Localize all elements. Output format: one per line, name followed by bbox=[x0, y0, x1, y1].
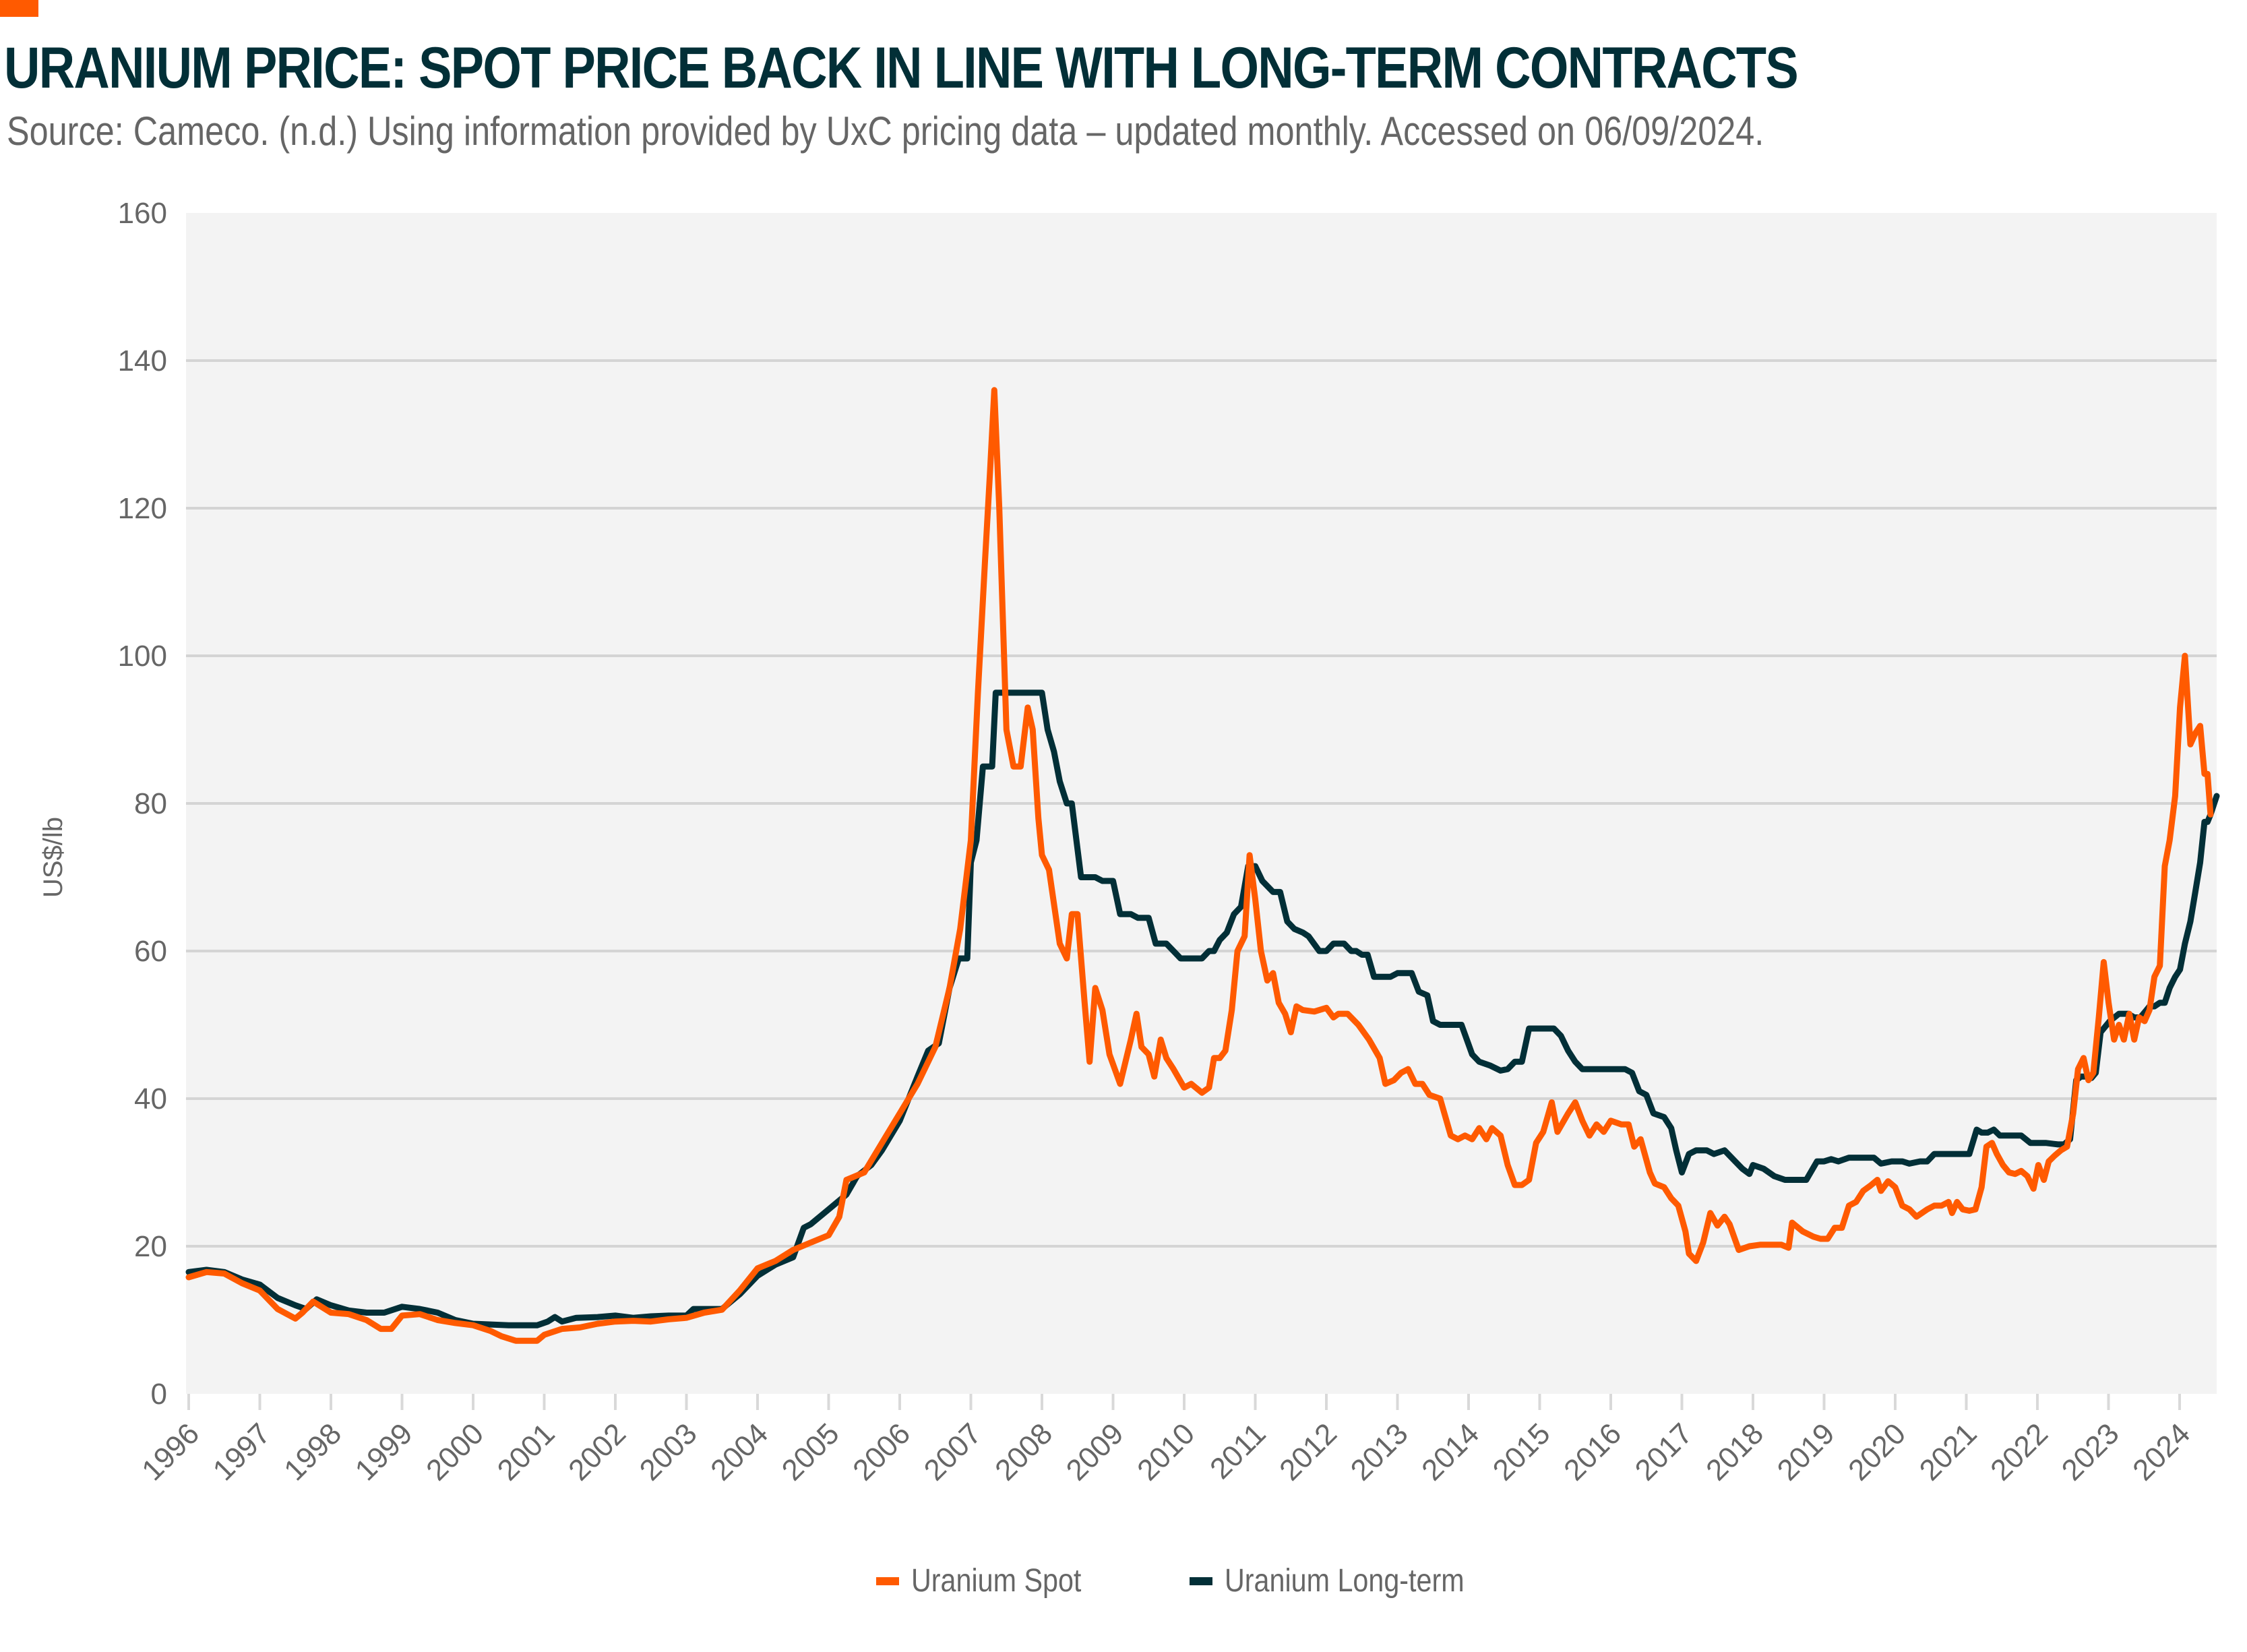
y-tick-label: 0 bbox=[151, 1378, 167, 1411]
x-tick-label: 2015 bbox=[1487, 1417, 1557, 1487]
x-axis-tick-labels: 1996 1997 1998 1999 2000 2001 2002 2003 2004 2005… bbox=[135, 1417, 2196, 1487]
x-tick-label: 2021 bbox=[1913, 1417, 1983, 1487]
y-axis-tick-labels: 0 20 40 60 80 100 120 140 160 bbox=[118, 197, 167, 1411]
x-tick-label: 2006 bbox=[847, 1417, 917, 1487]
legend-swatch-spot bbox=[876, 1577, 899, 1585]
x-tick-label: 2007 bbox=[918, 1417, 988, 1487]
x-tick-label: 2002 bbox=[562, 1417, 632, 1487]
y-tick-label: 120 bbox=[118, 492, 167, 525]
chart-title: URANIUM PRICE: SPOT PRICE BACK IN LINE W… bbox=[4, 36, 1799, 100]
y-tick-label: 60 bbox=[134, 935, 167, 968]
series-lines bbox=[185, 387, 2220, 1344]
x-tick-label: 2019 bbox=[1771, 1417, 1841, 1487]
x-tick-label: 1998 bbox=[278, 1417, 348, 1487]
legend-item-spot: Uranium Spot bbox=[876, 1562, 1109, 1599]
x-tick-label: 2017 bbox=[1629, 1417, 1699, 1487]
chart-subtitle: Source: Cameco. (n.d.) Using information… bbox=[7, 109, 1764, 154]
y-tick-label: 80 bbox=[134, 787, 167, 820]
x-tick-label: 2004 bbox=[704, 1417, 774, 1487]
brand-accent-block bbox=[0, 0, 38, 17]
x-tick-label: 2018 bbox=[1700, 1417, 1770, 1487]
y-tick-label: 20 bbox=[134, 1230, 167, 1263]
x-tick-label: 2009 bbox=[1060, 1417, 1130, 1487]
x-tick-label: 1997 bbox=[207, 1417, 277, 1487]
x-tick-label: 2013 bbox=[1345, 1417, 1415, 1487]
legend-item-long-term: Uranium Long-term bbox=[1190, 1562, 1503, 1599]
x-tick-label: 2023 bbox=[2056, 1417, 2126, 1487]
legend: Uranium Spot Uranium Long-term bbox=[876, 1562, 1584, 1599]
x-tick-label: 2000 bbox=[420, 1417, 490, 1487]
x-tick-label: 2020 bbox=[1842, 1417, 1912, 1487]
legend-label-spot: Uranium Spot bbox=[911, 1563, 1082, 1599]
y-tick-label: 40 bbox=[134, 1082, 167, 1115]
x-axis-ticks bbox=[187, 1394, 2181, 1410]
x-tick-label: 2016 bbox=[1558, 1417, 1628, 1487]
x-tick-label: 2022 bbox=[1984, 1417, 2054, 1487]
y-tick-label: 100 bbox=[118, 640, 167, 673]
x-tick-label: 1999 bbox=[349, 1417, 419, 1487]
legend-swatch-long-term bbox=[1190, 1577, 1213, 1585]
series-line-uranium-spot bbox=[185, 387, 2214, 1344]
x-tick-label: 1996 bbox=[135, 1417, 206, 1487]
x-tick-label: 2010 bbox=[1131, 1417, 1201, 1487]
x-tick-label: 2008 bbox=[989, 1417, 1059, 1487]
x-tick-label: 2005 bbox=[776, 1417, 846, 1487]
y-axis-title: US$/lb bbox=[38, 817, 68, 898]
x-tick-label: 2014 bbox=[1415, 1417, 1485, 1487]
x-tick-label: 2024 bbox=[2126, 1417, 2196, 1487]
legend-label-long-term: Uranium Long-term bbox=[1225, 1563, 1465, 1599]
x-tick-label: 2012 bbox=[1273, 1417, 1343, 1487]
x-tick-label: 2003 bbox=[634, 1417, 704, 1487]
series-line-uranium-long-term bbox=[185, 690, 2220, 1328]
x-tick-label: 2001 bbox=[491, 1417, 561, 1487]
gridlines bbox=[186, 359, 2217, 1248]
y-tick-label: 140 bbox=[118, 344, 167, 377]
y-tick-label: 160 bbox=[118, 197, 167, 230]
x-tick-label: 2011 bbox=[1204, 1417, 1272, 1486]
